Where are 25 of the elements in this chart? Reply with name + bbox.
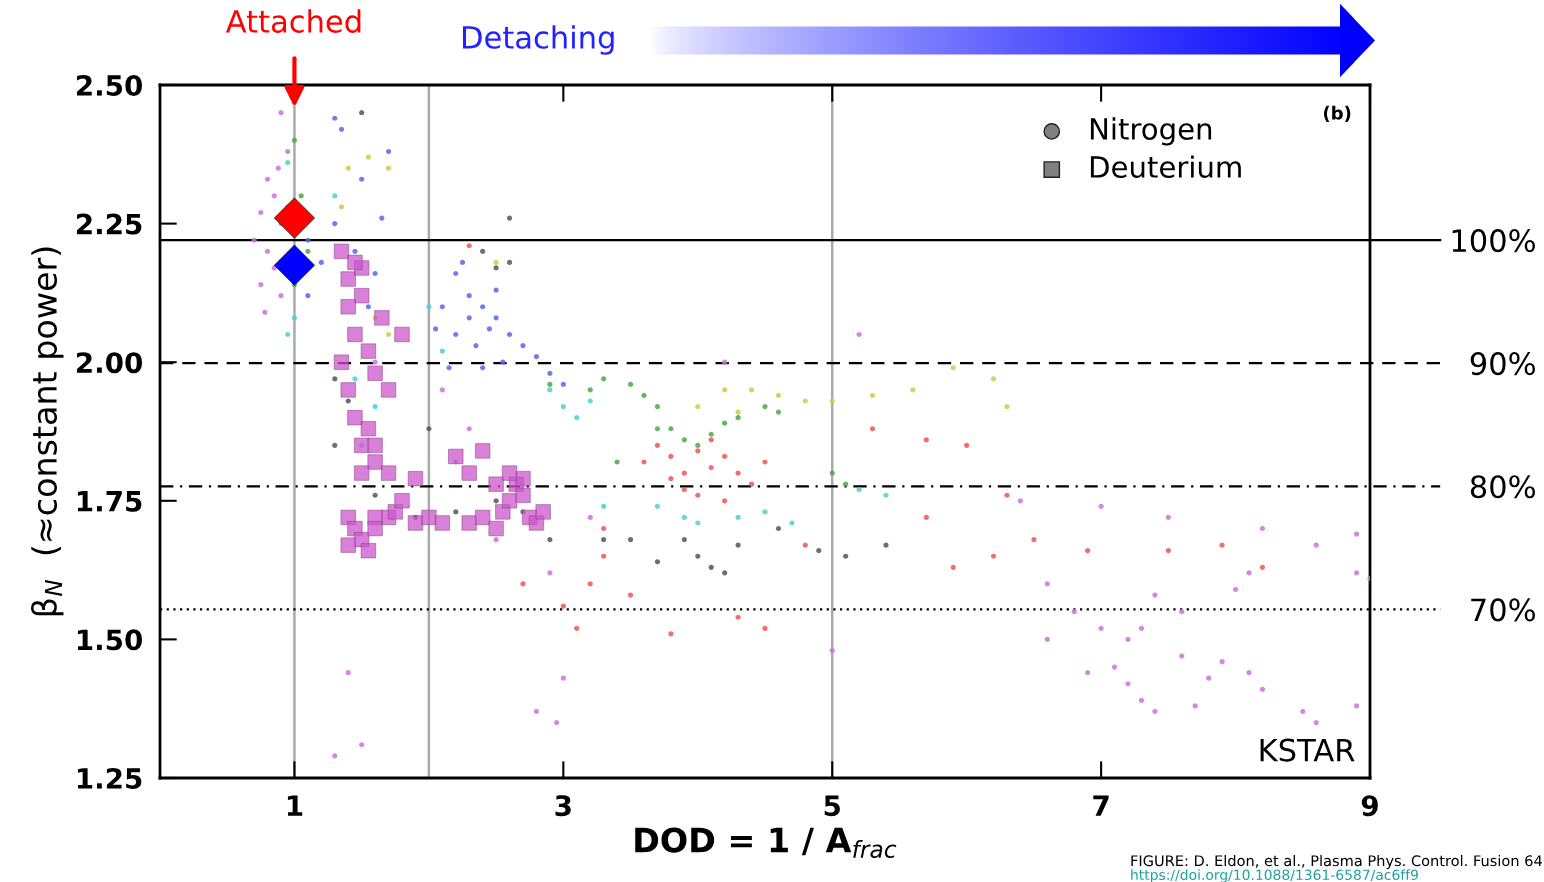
y2-tick-label: 70% [1471,598,1535,622]
text: https://doi.org/10.1088/1361-6587/ac6ff9 [1131,869,1418,882]
x-tick-label: 3 [555,795,571,817]
annotation: Attached [225,9,361,33]
y-tick-label: 1.75 [77,491,142,512]
y2-tick-label: 100% [1452,229,1535,253]
y-tick-label: 2.50 [77,74,143,96]
annotation: Deuterium [1090,155,1241,179]
y-axis-title: β$_{N}$ (≈constant power) [31,247,64,616]
y-tick-label: 2.00 [77,352,143,374]
text: FIGURE: D. Eldon, et al., Plasma Phys. Control. Fusion 64 [1131,854,1542,870]
x-tick-label: 7 [1093,795,1109,816]
annotation: (b) [1323,105,1351,122]
y2-tick-label: 90% [1470,352,1535,376]
y2-tick-label: 80% [1470,475,1535,499]
y-tick-label: 1.50 [77,629,143,651]
x-tick-label: 5 [824,795,840,817]
y-tick-label: 1.25 [77,767,142,789]
text: Detaching [463,25,614,55]
x-tick-label: 1 [287,795,303,816]
x-tick-label: 9 [1361,795,1378,817]
x-axis-title: DOD = 1 / A$_{frac}$ [635,827,897,858]
annotation: KSTAR [1260,738,1355,762]
y-tick-label: 2.25 [77,213,142,235]
annotation: Nitrogen [1090,117,1212,146]
